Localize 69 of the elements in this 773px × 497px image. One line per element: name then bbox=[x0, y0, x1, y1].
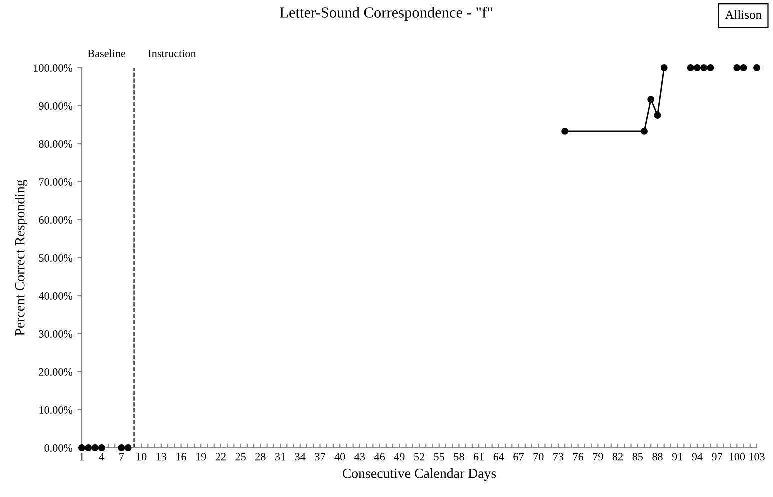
x-tick-label: 64 bbox=[494, 453, 504, 461]
x-tick-label: 55 bbox=[434, 453, 444, 461]
x-tick-label: 43 bbox=[354, 453, 366, 461]
y-axis-title: Percent Correct Responding bbox=[14, 180, 28, 336]
point bbox=[740, 64, 748, 72]
x-tick-label: 49 bbox=[394, 453, 405, 461]
x-tick-label: 67 bbox=[514, 453, 524, 461]
x-tick-label: 25 bbox=[236, 453, 246, 461]
point bbox=[85, 444, 92, 452]
x-axis-title: Consecutive Calendar Days bbox=[342, 468, 496, 482]
y-tick-label: 80.00% bbox=[39, 140, 73, 148]
x-tick-label: 82 bbox=[612, 453, 623, 461]
x-tick-label: 4 bbox=[99, 453, 104, 461]
x-tick-label: 103 bbox=[750, 453, 765, 461]
x-tick-label: 79 bbox=[593, 453, 604, 461]
y-tick-label: 20.00% bbox=[39, 368, 73, 376]
x-tick-label: 34 bbox=[295, 453, 306, 461]
y-tick-label: 100.00% bbox=[34, 64, 73, 72]
x-tick-label: 16 bbox=[176, 453, 186, 461]
y-tick-label: 50.00% bbox=[39, 254, 73, 262]
x-tick-label: 22 bbox=[216, 453, 226, 461]
x-tick-label: 46 bbox=[374, 453, 386, 461]
x-tick-label: 1 bbox=[80, 453, 84, 461]
x-tick-label: 19 bbox=[196, 453, 206, 461]
point bbox=[98, 444, 106, 452]
point bbox=[648, 96, 655, 104]
x-tick-label: 97 bbox=[712, 453, 723, 461]
x-tick-label: 61 bbox=[474, 453, 484, 461]
x-tick-label: 70 bbox=[534, 453, 544, 461]
point bbox=[562, 128, 569, 135]
x-tick-label: 28 bbox=[256, 453, 266, 461]
y-tick-label: 0.00% bbox=[44, 444, 73, 452]
x-tick-label: 58 bbox=[454, 453, 464, 461]
y-tick-label: 70.00% bbox=[39, 178, 73, 186]
x-tick-label: 85 bbox=[632, 453, 644, 461]
text: Baseline bbox=[88, 50, 126, 58]
x-tick-label: 7 bbox=[120, 453, 124, 461]
y-tick-label: 40.00% bbox=[38, 292, 73, 300]
y-tick-label: 60.00% bbox=[39, 216, 73, 224]
y-tick-label: 90.00% bbox=[39, 102, 73, 110]
point bbox=[687, 64, 694, 72]
point bbox=[660, 64, 668, 72]
x-tick-label: 76 bbox=[574, 453, 584, 461]
x-tick-label: 40 bbox=[334, 453, 346, 461]
x-tick-label: 10 bbox=[136, 453, 147, 461]
x-tick-label: 31 bbox=[276, 453, 286, 461]
x-tick-label: 52 bbox=[414, 453, 424, 461]
point bbox=[92, 444, 99, 452]
point bbox=[700, 64, 708, 72]
point bbox=[707, 64, 714, 72]
y-tick-label: 30.00% bbox=[39, 330, 73, 338]
chart-title: Letter-Sound Correspondence - "f" bbox=[280, 6, 492, 22]
point bbox=[754, 64, 760, 72]
point bbox=[124, 444, 132, 452]
x-tick-label: 13 bbox=[156, 453, 167, 461]
x-tick-label: 73 bbox=[554, 453, 564, 461]
point bbox=[654, 112, 662, 119]
x-tick-label: 37 bbox=[315, 453, 326, 461]
point bbox=[118, 444, 126, 452]
point bbox=[694, 64, 701, 72]
x-tick-label: 88 bbox=[652, 453, 663, 461]
point bbox=[734, 64, 741, 72]
x-tick-label: 94 bbox=[692, 453, 703, 461]
y-tick-label: 10.00% bbox=[40, 406, 73, 414]
x-tick-label: 91 bbox=[672, 453, 682, 461]
text: Instruction bbox=[148, 50, 196, 58]
point bbox=[641, 128, 648, 135]
text: Allison bbox=[725, 10, 762, 20]
x-tick-label: 100 bbox=[730, 453, 746, 461]
